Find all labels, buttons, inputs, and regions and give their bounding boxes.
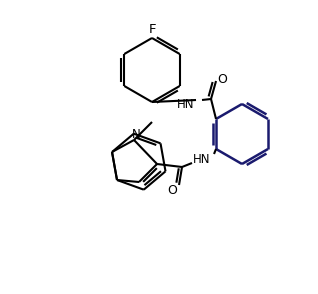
Text: HN: HN (177, 98, 195, 111)
Text: F: F (148, 23, 156, 36)
Text: O: O (217, 73, 227, 86)
Text: N: N (132, 128, 140, 141)
Text: O: O (167, 183, 177, 196)
Text: HN: HN (193, 153, 211, 166)
